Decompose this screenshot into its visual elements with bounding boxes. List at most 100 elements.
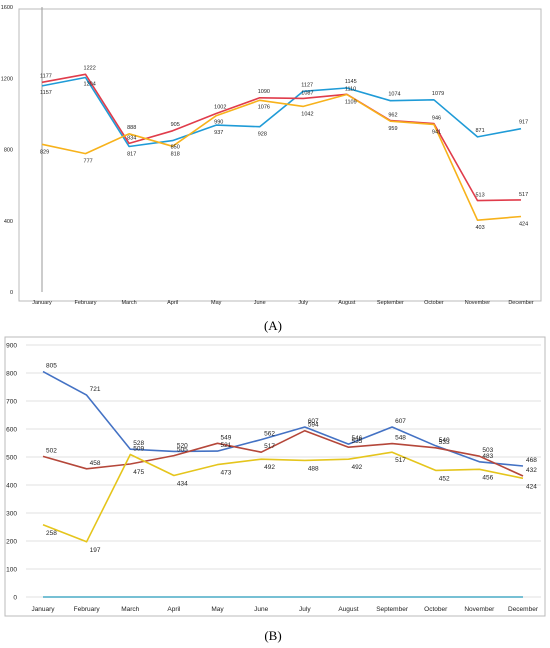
data-label: 546 [351,435,362,442]
data-label: 1127 [301,82,313,88]
series-line [42,429,524,477]
x-tick-label: November [464,606,495,613]
x-tick-label: January [32,300,52,306]
data-label: 607 [395,418,406,425]
data-label: 502 [46,447,57,454]
data-label: 594 [308,422,319,429]
chart-panel-a: 0 400 800 1200 1600 January February March April… [1,5,542,306]
data-label: 456 [482,474,493,481]
data-label: 937 [214,130,223,136]
data-label: 434 [177,480,188,487]
data-label: 483 [482,453,493,460]
data-label: 888 [127,125,136,131]
data-label: 962 [388,113,397,119]
data-label: 1074 [388,92,400,98]
x-tick-label: December [508,300,534,306]
series-line [41,73,522,202]
series-line [42,451,524,543]
data-label: 817 [127,151,136,157]
data-label: 432 [526,467,537,474]
data-label: 871 [475,128,484,134]
x-tick-label: May [211,606,224,613]
data-label: 1177 [40,73,52,79]
y-tick-label: 400 [4,219,13,225]
x-tick-label: October [424,300,444,306]
data-label: 528 [133,440,144,447]
data-label: 1076 [258,104,270,110]
data-label: 959 [388,126,397,132]
panel-label-b: (B) [264,628,281,643]
x-tick-label: June [254,300,266,306]
data-label: 721 [90,386,101,393]
data-label: 505 [177,447,188,454]
data-label: 468 [526,457,537,464]
y-tick-label: 600 [6,427,17,434]
data-label: 1222 [84,65,96,71]
data-label: 517 [519,192,528,198]
y-tick-label: 800 [4,148,13,154]
data-label: 818 [171,151,180,157]
x-tick-label: May [211,300,222,306]
data-label: 777 [84,159,93,165]
x-tick-label: December [508,606,539,613]
data-label: 941 [432,129,441,135]
data-label: 1145 [345,79,357,85]
y-tick-label: 1600 [1,5,13,11]
data-label: 475 [133,469,144,476]
x-tick-label: February [74,606,101,613]
data-label: 258 [46,530,57,537]
y-tick-label: 1200 [1,76,13,82]
data-label: 549 [221,434,232,441]
x-tick-label: April [167,300,178,306]
chart-panel-b: 0 100 200 300 400 500 600 700 800 900 January Febru… [4,336,546,617]
x-tick-label: August [338,606,358,613]
data-label: 473 [221,470,232,477]
data-label: 509 [133,445,144,452]
data-label: 548 [395,435,406,442]
x-tick-label: July [298,300,308,306]
data-label: 834 [127,135,136,141]
y-tick-label: 200 [6,539,17,546]
data-label: 1042 [301,111,313,117]
data-label: 492 [351,464,362,471]
x-tick-label: November [465,300,491,306]
data-label: 850 [171,145,180,151]
data-label: 562 [264,431,275,438]
y-tick-label: 100 [6,567,17,574]
data-label: 503 [482,447,493,454]
data-label: 905 [171,122,180,128]
data-label: 990 [214,120,223,126]
data-label: 403 [475,225,484,231]
data-label: 1157 [40,90,52,96]
panel-label-a: (A) [264,318,282,333]
data-label: 917 [519,120,528,126]
data-label: 928 [258,132,267,138]
x-tick-label: June [254,606,268,613]
data-label: 1087 [301,90,313,96]
y-tick-label: 0 [13,595,17,602]
x-tick-label: July [299,606,311,613]
data-label: 533 [439,439,450,446]
y-tick-label: 900 [6,343,17,350]
x-tick-label: March [121,300,136,306]
plot-frame [18,8,542,302]
y-tick-label: 300 [6,511,17,518]
x-tick-label: February [75,300,97,306]
data-label: 521 [221,442,232,449]
data-label: 458 [90,460,101,467]
series-line [42,370,524,467]
x-tick-label: August [338,300,356,306]
data-label: 1109 [345,99,357,105]
data-label: 1079 [432,91,444,97]
data-label: 946 [432,115,441,121]
x-tick-label: April [167,606,181,613]
x-tick-label: September [377,300,404,306]
data-label: 492 [264,464,275,471]
x-tick-label: January [31,606,55,613]
x-tick-label: March [121,606,139,613]
data-label: 452 [439,475,450,482]
data-label: 1204 [84,82,96,88]
y-tick-label: 800 [6,371,17,378]
series-line [41,76,522,148]
